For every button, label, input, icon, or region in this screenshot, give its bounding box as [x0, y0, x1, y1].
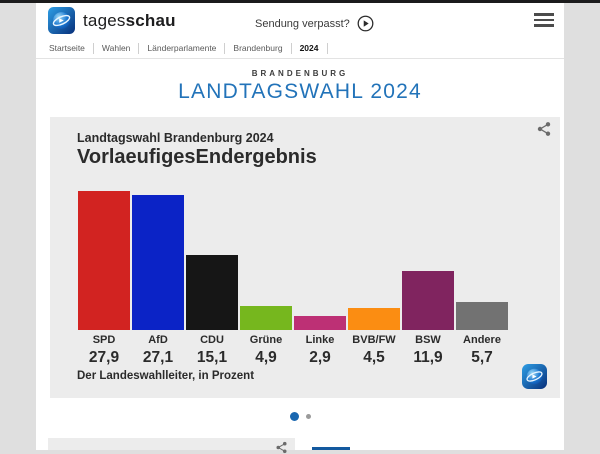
share-icon[interactable]	[275, 441, 288, 454]
breadcrumb-item-2024[interactable]: 2024	[292, 43, 328, 54]
bar-label: AfD	[148, 334, 168, 346]
tagesschau-logo[interactable]	[48, 7, 75, 34]
bar-value: 27,1	[142, 349, 174, 366]
bar-value: 5,7	[471, 349, 493, 366]
bar-gr-ne	[240, 305, 292, 330]
bar-afd	[132, 194, 184, 330]
header-divider	[36, 58, 564, 59]
bar-value: 4,9	[255, 349, 277, 366]
bar-column: BSW 11,9	[401, 185, 455, 367]
menu-bar	[534, 18, 554, 22]
bar-value: 11,9	[413, 349, 443, 366]
bar-column: BVB/FW 4,5	[347, 185, 401, 367]
hero-kicker: BRANDENBURG	[251, 69, 349, 78]
breadcrumb-item-wahlen[interactable]: Wahlen	[94, 43, 140, 54]
breadcrumb-item-brandenburg[interactable]: Brandenburg	[225, 43, 292, 54]
tagesschau-globe-icon	[48, 7, 75, 34]
bar-label: BVB/FW	[352, 334, 396, 346]
chart-source: Der Landeswahlleiter, in Prozent	[77, 370, 255, 382]
bar-spd	[78, 190, 130, 330]
bar-label: SPD	[92, 334, 116, 346]
bar-bsw	[402, 270, 454, 330]
bar-label: Linke	[305, 334, 335, 346]
bar-column: AfD 27,1	[131, 185, 185, 367]
bar-column: SPD 27,9	[77, 185, 131, 367]
bar-cdu	[186, 254, 238, 330]
results-chart-card: Landtagswahl Brandenburg 2024 Vorlaeufig…	[50, 117, 560, 398]
chart-subtitle: Landtagswahl Brandenburg 2024	[77, 131, 274, 145]
menu-button[interactable]	[534, 13, 554, 27]
bar-label: Andere	[463, 334, 501, 346]
sendung-verpasst-label: Sendung verpasst?	[255, 17, 350, 30]
next-card-preview	[48, 438, 295, 454]
bar-columns: SPD 27,9 AfD 27,1 CDU 15,1 Grüne 4,9 Linke 2,9 BVB…	[77, 185, 509, 367]
sendung-verpasst-link[interactable]: Sendung verpasst?	[255, 15, 374, 32]
brand-bold: schau	[125, 11, 176, 30]
carousel-dot-2[interactable]	[305, 414, 311, 419]
carousel-dot-1[interactable]	[289, 412, 299, 421]
play-icon[interactable]	[357, 15, 374, 32]
page-content: tagesschau Sendung verpasst? Startseite …	[36, 0, 564, 454]
partial-blue-button[interactable]	[312, 447, 350, 450]
tagesschau-watermark-icon	[522, 364, 547, 389]
bar-label: BSW	[415, 334, 441, 346]
brand-regular: tages	[83, 11, 126, 30]
bar-value: 4,5	[363, 349, 385, 366]
bar-label: Grüne	[249, 334, 283, 346]
carousel-pagination	[36, 412, 564, 421]
bar-column: Andere 5,7	[455, 185, 509, 367]
bar-value: 15,1	[196, 349, 228, 366]
breadcrumb-item-laenderparlamente[interactable]: Länderparlamente	[139, 43, 226, 54]
bar-bvb-fw	[348, 307, 400, 330]
bar-column: Linke 2,9	[293, 185, 347, 367]
brand-wordmark[interactable]: tagesschau	[83, 11, 176, 31]
chart-title: VorlaeufigesEndergebnis	[77, 146, 317, 168]
bar-label: CDU	[200, 334, 224, 346]
breadcrumb: Startseite Wahlen Länderparlamente Brand…	[49, 43, 328, 54]
breadcrumb-item-startseite[interactable]: Startseite	[49, 43, 94, 54]
bar-andere	[456, 301, 508, 330]
menu-bar	[534, 24, 554, 27]
menu-bar	[534, 13, 554, 16]
bar-linke	[294, 315, 346, 330]
bar-value: 27,9	[88, 349, 120, 366]
share-icon[interactable]	[536, 121, 552, 137]
bar-column: CDU 15,1	[185, 185, 239, 367]
bar-value: 2,9	[309, 349, 331, 366]
bar-column: Grüne 4,9	[239, 185, 293, 367]
top-accent-bar	[0, 0, 600, 3]
page-title: LANDTAGSWAHL 2024	[178, 80, 422, 103]
